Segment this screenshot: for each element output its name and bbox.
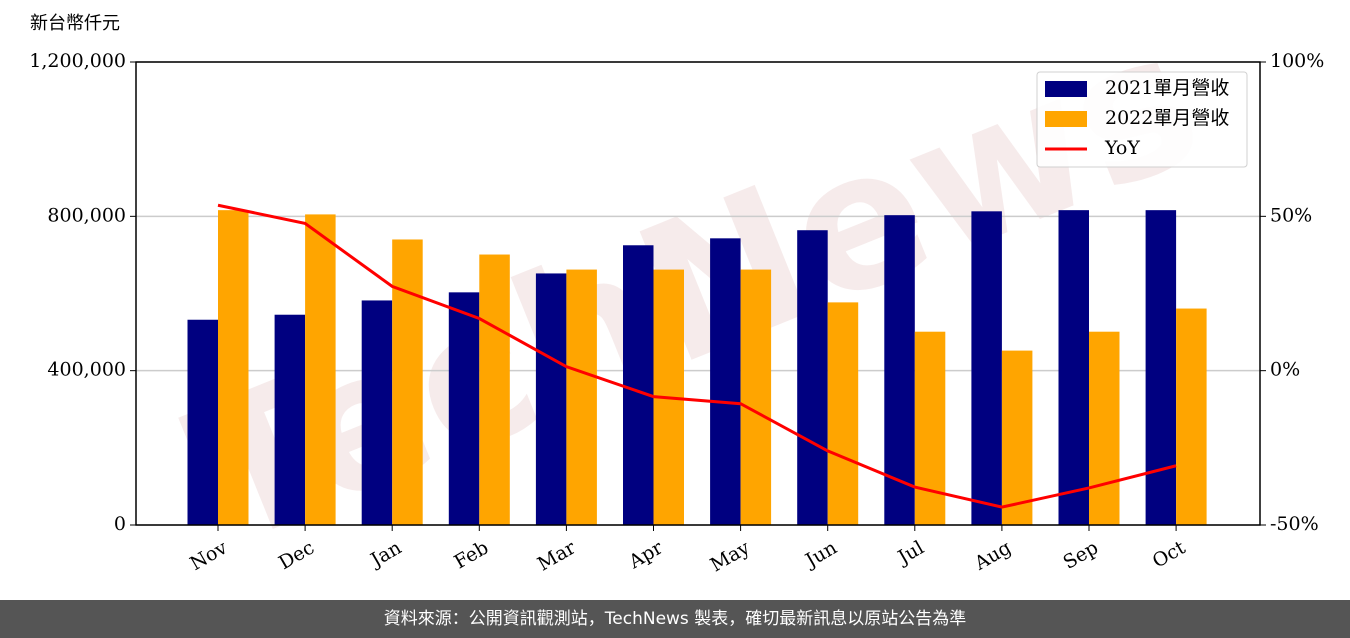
y-tick-label: 0: [114, 513, 126, 535]
x-tick-label: Jun: [800, 537, 841, 573]
y-axis-label: 新台幣仟元: [30, 13, 120, 34]
x-tick-label: Oct: [1149, 536, 1190, 572]
x-tick-label: Mar: [534, 536, 580, 575]
bar: [305, 214, 336, 525]
y2-tick-label: -50%: [1270, 513, 1319, 535]
y-tick-label: 1,200,000: [29, 50, 126, 72]
bar: [1176, 308, 1207, 525]
x-tick-label: May: [707, 536, 754, 576]
chart: 新台幣仟元 TechNews 0400,000800,0001,200,000-…: [29, 0, 1324, 588]
plot-frame: [135, 61, 1261, 526]
x-tick-label: Jan: [365, 537, 405, 573]
x-tick-label: Feb: [451, 537, 493, 574]
x-tick-label: Jul: [893, 537, 928, 570]
bar: [218, 210, 249, 525]
bar: [448, 292, 480, 525]
bar: [884, 215, 915, 525]
legend-label: YoY: [1104, 137, 1140, 159]
bar: [971, 211, 1002, 525]
x-tick-label: Aug: [970, 537, 1015, 576]
bar: [361, 300, 393, 525]
y-tick-label: 800,000: [47, 204, 126, 226]
x-tick-label: Nov: [186, 536, 231, 575]
line: [217, 203, 1177, 509]
bar: [827, 302, 859, 525]
bar: [623, 245, 654, 526]
bar: [479, 254, 510, 526]
y2-tick-label: 50%: [1270, 204, 1312, 226]
y-tick-label: 400,000: [47, 359, 126, 381]
y2-tick-label: 0%: [1270, 359, 1300, 381]
bar: [274, 314, 306, 525]
bar: [740, 269, 772, 525]
bar: [1058, 210, 1089, 525]
footer: 資料來源：公開資訊觀測站，TechNews 製表，確切最新訊息以原站公告為準: [0, 600, 1350, 638]
bar: [392, 239, 423, 525]
legend-label: 2021單月營收: [1105, 77, 1229, 99]
bar: [1001, 350, 1033, 525]
legend-box: [1036, 71, 1248, 168]
bar: [1089, 331, 1120, 525]
bar: [1145, 210, 1177, 525]
legend-label: 2022單月營收: [1105, 107, 1229, 129]
bar: [535, 273, 567, 525]
x-tick-label: Apr: [624, 536, 667, 573]
bar: [797, 230, 828, 525]
legend-swatch: [1045, 81, 1087, 97]
bar: [187, 319, 218, 525]
x-tick-label: Sep: [1059, 537, 1102, 574]
legend-swatch: [1045, 111, 1087, 127]
y2-tick-label: 100%: [1270, 50, 1324, 72]
bar: [914, 331, 946, 525]
bar: [710, 238, 741, 525]
bar: [566, 269, 597, 525]
